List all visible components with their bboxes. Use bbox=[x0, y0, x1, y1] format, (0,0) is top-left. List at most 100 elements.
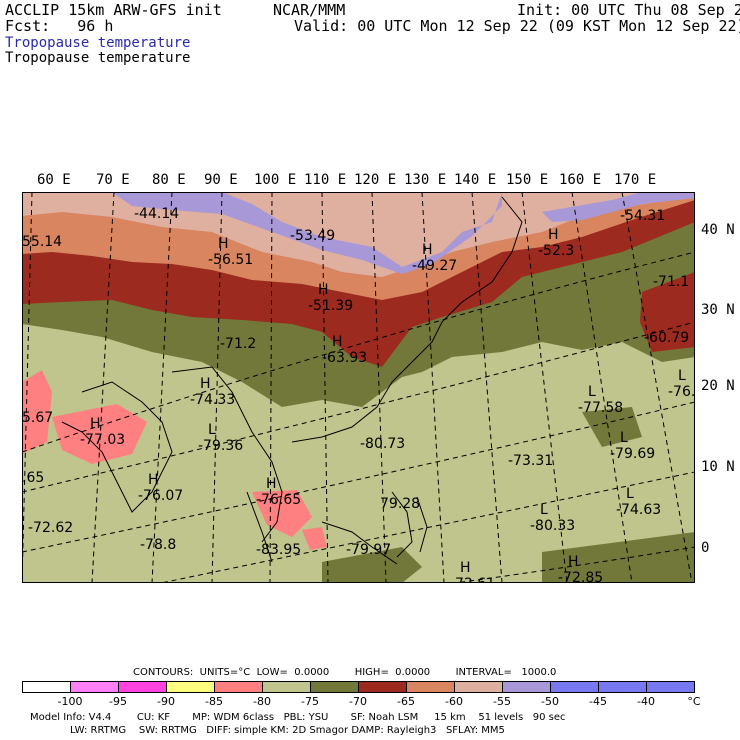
high-marker: H bbox=[200, 376, 211, 392]
field-band bbox=[52, 404, 147, 464]
lon-label: 100 E bbox=[254, 172, 297, 188]
color-bar-label: -45 bbox=[589, 695, 607, 708]
extremum-value-label: -71.1 bbox=[653, 274, 689, 290]
lon-label: 80 E bbox=[152, 172, 186, 188]
color-bar-bin bbox=[70, 681, 119, 693]
field-title-primary: Tropopause temperature bbox=[5, 35, 191, 51]
color-bar-bin bbox=[262, 681, 311, 693]
model-info: Model Info: V4.4 CU: KF MP: WDM 6class P… bbox=[30, 712, 566, 723]
lon-label: 90 E bbox=[204, 172, 238, 188]
extremum-value-label: -74.33 bbox=[190, 392, 235, 408]
valid-time: Valid: 00 UTC Mon 12 Sep 22 (09 KST Mon … bbox=[294, 17, 740, 35]
high-marker: H bbox=[266, 476, 277, 492]
color-bar-label: -95 bbox=[109, 695, 127, 708]
high-marker: H bbox=[218, 236, 229, 252]
color-bar-label: °C bbox=[687, 695, 701, 708]
high-marker: H bbox=[90, 416, 101, 432]
field-band bbox=[302, 527, 327, 550]
color-bar-label: -70 bbox=[349, 695, 367, 708]
color-bar-bin bbox=[454, 681, 503, 693]
lon-label: 140 E bbox=[454, 172, 497, 188]
lon-label: 130 E bbox=[404, 172, 447, 188]
color-bar-label: -65 bbox=[397, 695, 415, 708]
extremum-value-label: -77.58 bbox=[578, 400, 623, 416]
extremum-value-label: -73.31 bbox=[508, 453, 553, 469]
low-marker: L bbox=[208, 422, 216, 438]
extremum-value-label: -72.85 bbox=[558, 570, 603, 583]
field-band bbox=[640, 272, 695, 352]
extremum-value-label: -78.8 bbox=[140, 537, 176, 553]
lon-label: 150 E bbox=[506, 172, 549, 188]
init-time: Init: 00 UTC Thu 08 Sep 22 bbox=[517, 1, 740, 19]
org-label: NCAR/MMM bbox=[273, 1, 346, 19]
field-band bbox=[22, 370, 52, 454]
extremum-value-label: -77.03 bbox=[80, 432, 125, 448]
color-bar-bin bbox=[646, 681, 695, 693]
color-bar-label: -60 bbox=[445, 695, 463, 708]
extremum-value-label: -79.69 bbox=[610, 446, 655, 462]
extremum-value-label: 79.28 bbox=[380, 496, 420, 512]
extremum-value-label: -44.14 bbox=[134, 206, 179, 222]
color-bar-bin bbox=[406, 681, 455, 693]
extremum-value-label: -74.63 bbox=[616, 502, 661, 518]
field-band bbox=[112, 192, 502, 274]
color-bar-bin bbox=[166, 681, 215, 693]
extremum-value-label: -51.39 bbox=[308, 298, 353, 314]
color-bar-label: -55 bbox=[493, 695, 511, 708]
extremum-value-label: -63.93 bbox=[322, 350, 367, 366]
color-bar-bin bbox=[598, 681, 647, 693]
color-bar-label: -40 bbox=[637, 695, 655, 708]
color-bar-label: -85 bbox=[205, 695, 223, 708]
extremum-value-label: 55.14 bbox=[22, 234, 62, 250]
extremum-value-label: -56.51 bbox=[208, 252, 253, 268]
extremum-value-label: .65 bbox=[22, 470, 44, 486]
lat-label: 0 bbox=[701, 540, 710, 556]
extremum-value-label: -80.33 bbox=[530, 518, 575, 534]
high-marker: H bbox=[460, 560, 471, 576]
extremum-value-label: -72.62 bbox=[28, 520, 73, 536]
coastlines bbox=[61, 196, 523, 565]
lon-label: 160 E bbox=[559, 172, 602, 188]
lat-label: 20 N bbox=[701, 378, 735, 394]
color-bar-label: -80 bbox=[253, 695, 271, 708]
color-bar-label: -50 bbox=[541, 695, 559, 708]
field-band bbox=[542, 532, 695, 583]
field-band bbox=[252, 490, 312, 537]
extremum-value-label: -49.27 bbox=[412, 258, 457, 274]
high-marker: H bbox=[568, 554, 579, 570]
low-marker: L bbox=[540, 502, 548, 518]
high-marker: H bbox=[332, 334, 343, 350]
high-marker: H bbox=[148, 472, 159, 488]
field-title-secondary: Tropopause temperature bbox=[5, 50, 191, 66]
lon-label: 70 E bbox=[96, 172, 130, 188]
extremum-value-label: -76. bbox=[668, 384, 695, 400]
field-band bbox=[322, 547, 422, 583]
extremum-value-label: -79.97 bbox=[346, 542, 391, 558]
low-marker: L bbox=[620, 430, 628, 446]
color-bar-bin bbox=[118, 681, 167, 693]
high-marker: H bbox=[318, 282, 329, 298]
extremum-value-label: -80.73 bbox=[360, 436, 405, 452]
color-bar-label: -100 bbox=[57, 695, 83, 708]
extremum-value-label: -72.61 bbox=[450, 576, 495, 583]
color-bar-bin bbox=[358, 681, 407, 693]
low-marker: L bbox=[678, 368, 686, 384]
high-marker: H bbox=[548, 227, 559, 243]
lat-label: 30 N bbox=[701, 302, 735, 318]
contours-info: CONTOURS: UNITS=°C LOW= 0.0000 HIGH= 0.0… bbox=[133, 667, 557, 678]
low-marker: L bbox=[626, 486, 634, 502]
high-marker: H bbox=[422, 242, 433, 258]
extremum-value-label: -71.2 bbox=[220, 336, 256, 352]
extremum-value-label: -76.65 bbox=[256, 492, 301, 508]
forecast-hour: Fcst: 96 h bbox=[5, 17, 114, 35]
lon-label: 60 E bbox=[37, 172, 71, 188]
physics-info: LW: RRTMG SW: RRTMG DIFF: simple KM: 2D … bbox=[70, 725, 505, 736]
graticule bbox=[22, 192, 695, 583]
extremum-value-label: -54.31 bbox=[620, 208, 665, 224]
low-marker: L bbox=[588, 384, 596, 400]
color-bar-bin bbox=[22, 681, 71, 693]
color-bar-label: -75 bbox=[301, 695, 319, 708]
field-band bbox=[22, 192, 695, 277]
extremum-value-label: -52.3 bbox=[538, 243, 574, 259]
